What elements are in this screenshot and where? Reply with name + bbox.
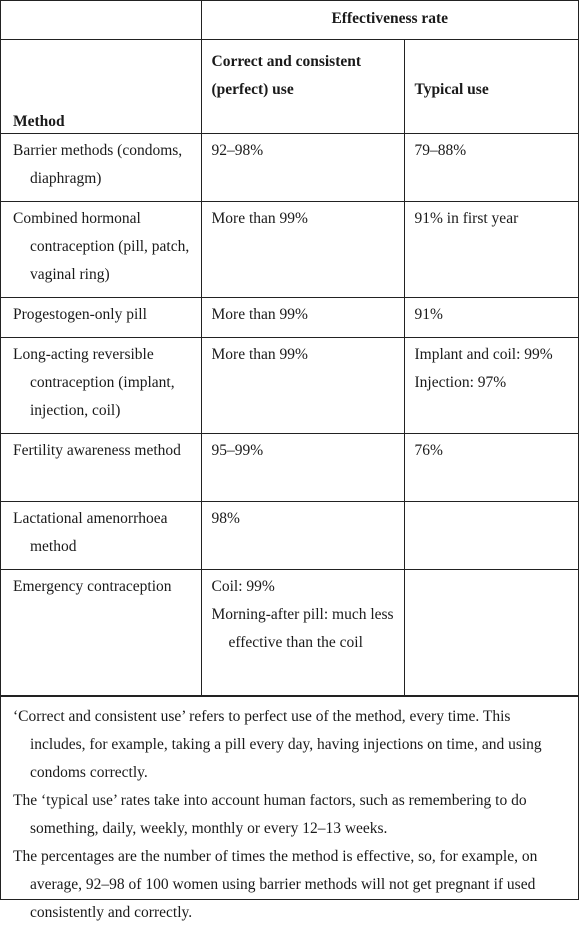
method-cell: Fertility awareness method: [1, 432, 202, 502]
table-row: Long-acting reversible contraception (im…: [1, 336, 579, 434]
method-name: Fertility awareness method: [13, 441, 181, 459]
typical-use-value: Implant and coil: 99%: [414, 345, 553, 363]
correct-use-value: 98%: [211, 509, 240, 527]
method-name: Emergency contraception: [13, 577, 172, 595]
method-cell: Lactational amenorrhoea method: [1, 500, 202, 570]
method-name: Lactational amenorrhoea method: [13, 509, 168, 555]
effectiveness-rate-header: Effectiveness rate: [200, 1, 579, 40]
correct-use-cell: More than 99%: [200, 336, 405, 434]
typical-use-cell: [403, 568, 579, 696]
correct-use-value: Morning-after pill: much less effective …: [211, 605, 394, 651]
method-column-header: Method: [1, 38, 202, 134]
correct-use-value: 92–98%: [211, 141, 264, 159]
note-paragraph: The ‘typical use’ rates take into accoun…: [13, 791, 527, 837]
correct-use-cell: 98%: [200, 500, 405, 570]
typical-use-value: 79–88%: [414, 141, 467, 159]
typical-use-value: 91% in first year: [414, 209, 519, 227]
method-name: Progestogen-only pill: [13, 305, 147, 323]
effectiveness-table: Effectiveness rate Method Correct and co…: [1, 1, 579, 696]
table-row: Combined hormonal contraception (pill, p…: [1, 200, 579, 298]
correct-use-column-header: Correct and consistent (perfect) use: [200, 38, 405, 134]
header-empty-cell: [1, 1, 202, 40]
typical-use-value: 91%: [414, 305, 443, 323]
correct-use-cell: More than 99%: [200, 296, 405, 338]
correct-use-cell: More than 99%: [200, 200, 405, 298]
table-row: Emergency contraception Coil: 99% Mornin…: [1, 568, 579, 696]
header-row-group: Effectiveness rate: [1, 1, 579, 40]
typical-use-value: Injection: 97%: [414, 373, 507, 391]
note-paragraph: ‘Correct and consistent use’ refers to p…: [13, 707, 542, 781]
correct-use-cell: 92–98%: [200, 132, 405, 202]
table-row: Barrier methods (condoms, diaphragm) 92–…: [1, 132, 579, 202]
correct-use-value: 95–99%: [211, 441, 264, 459]
correct-use-cell: Coil: 99% Morning-after pill: much less …: [200, 568, 405, 696]
typical-use-cell: 91%: [403, 296, 579, 338]
method-cell: Barrier methods (condoms, diaphragm): [1, 132, 202, 202]
method-cell: Progestogen-only pill: [1, 296, 202, 338]
correct-use-value: More than 99%: [211, 345, 308, 363]
typical-use-cell: 76%: [403, 432, 579, 502]
method-name: Barrier methods (condoms, diaphragm): [13, 141, 183, 187]
typical-use-cell: 91% in first year: [403, 200, 579, 298]
method-name: Combined hormonal contraception (pill, p…: [13, 209, 190, 283]
correct-use-cell: 95–99%: [200, 432, 405, 502]
table-notes: ‘Correct and consistent use’ refers to p…: [1, 695, 578, 931]
table-row: Progestogen-only pill More than 99% 91%: [1, 296, 579, 338]
table-row: Lactational amenorrhoea method 98%: [1, 500, 579, 570]
typical-use-value: 76%: [414, 441, 443, 459]
typical-use-column-header: Typical use: [403, 38, 579, 134]
method-cell: Combined hormonal contraception (pill, p…: [1, 200, 202, 298]
header-row-columns: Method Correct and consistent (perfect) …: [1, 38, 579, 134]
method-cell: Emergency contraception: [1, 568, 202, 696]
correct-use-value: More than 99%: [211, 305, 308, 323]
typical-use-cell: Implant and coil: 99% Injection: 97%: [403, 336, 579, 434]
table-row: Fertility awareness method 95–99% 76%: [1, 432, 579, 502]
method-name: Long-acting reversible contraception (im…: [13, 345, 175, 419]
typical-use-cell: 79–88%: [403, 132, 579, 202]
method-cell: Long-acting reversible contraception (im…: [1, 336, 202, 434]
correct-use-value: More than 99%: [211, 209, 308, 227]
correct-use-value: Coil: 99%: [211, 577, 275, 595]
note-paragraph: The percentages are the number of times …: [13, 847, 538, 921]
typical-use-cell: [403, 500, 579, 570]
